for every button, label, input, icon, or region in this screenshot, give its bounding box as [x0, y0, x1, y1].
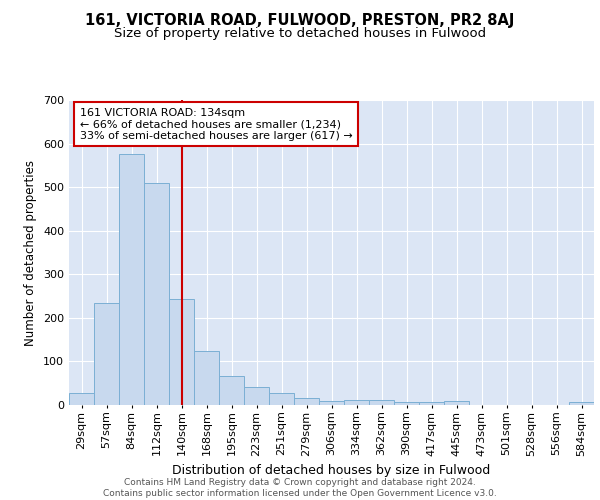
Bar: [69, 393, 94, 405]
X-axis label: Distribution of detached houses by size in Fulwood: Distribution of detached houses by size …: [172, 464, 491, 477]
Bar: [269, 393, 294, 405]
Bar: [144, 183, 169, 405]
Text: Size of property relative to detached houses in Fulwood: Size of property relative to detached ho…: [114, 28, 486, 40]
Bar: [294, 398, 319, 405]
Bar: [94, 303, 119, 405]
Bar: [569, 402, 594, 405]
Bar: [444, 401, 469, 405]
Bar: [319, 400, 344, 405]
Bar: [169, 299, 194, 405]
Bar: [369, 400, 394, 405]
Text: 161 VICTORIA ROAD: 134sqm
← 66% of detached houses are smaller (1,234)
33% of se: 161 VICTORIA ROAD: 134sqm ← 66% of detac…: [79, 108, 352, 141]
Bar: [244, 386, 269, 405]
Text: 161, VICTORIA ROAD, FULWOOD, PRESTON, PR2 8AJ: 161, VICTORIA ROAD, FULWOOD, PRESTON, PR…: [85, 12, 515, 28]
Bar: [194, 350, 219, 405]
Bar: [344, 400, 369, 405]
Bar: [419, 402, 444, 405]
Text: Contains HM Land Registry data © Crown copyright and database right 2024.
Contai: Contains HM Land Registry data © Crown c…: [103, 478, 497, 498]
Bar: [219, 376, 244, 405]
Y-axis label: Number of detached properties: Number of detached properties: [25, 160, 37, 346]
Bar: [119, 154, 144, 405]
Bar: [394, 402, 419, 405]
